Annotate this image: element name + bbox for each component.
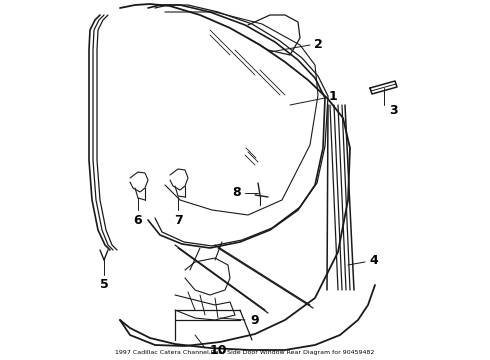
Text: 7: 7 xyxy=(173,213,182,226)
Text: 1997 Cadillac Catera Channel,Rear Side Door Window Rear Diagram for 90459482: 1997 Cadillac Catera Channel,Rear Side D… xyxy=(115,350,375,355)
Text: 8: 8 xyxy=(233,186,241,199)
Text: 9: 9 xyxy=(251,314,259,327)
Text: 5: 5 xyxy=(99,279,108,292)
Text: 2: 2 xyxy=(314,37,322,50)
Text: 1: 1 xyxy=(329,90,338,104)
Text: 6: 6 xyxy=(134,213,142,226)
Text: 3: 3 xyxy=(389,104,397,117)
Text: 4: 4 xyxy=(369,255,378,267)
Text: 10: 10 xyxy=(209,343,227,356)
